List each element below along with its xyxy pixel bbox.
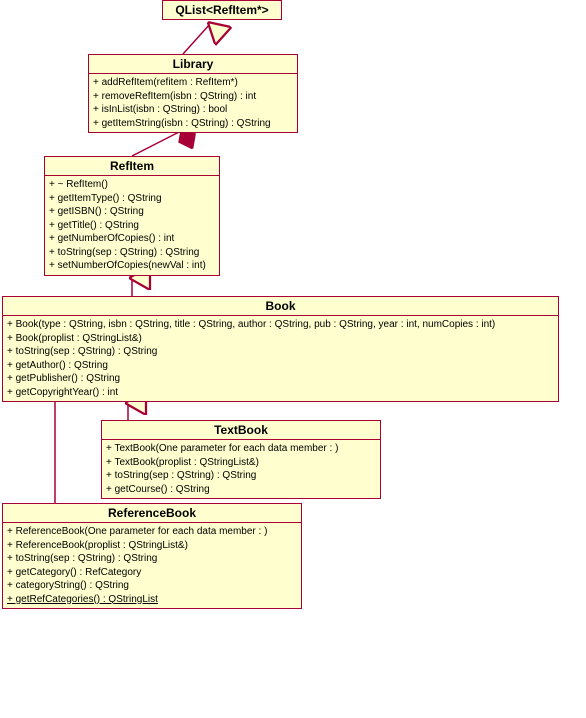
member: + getAuthor() : QString — [7, 359, 554, 373]
member: + ~ RefItem() — [49, 178, 215, 192]
member: + getItemType() : QString — [49, 192, 215, 206]
member: + getItemString(isbn : QString) : QStrin… — [93, 117, 293, 131]
member: + getNumberOfCopies() : int — [49, 232, 215, 246]
member: + TextBook(One parameter for each data m… — [106, 442, 376, 456]
member: + getPublisher() : QString — [7, 372, 554, 386]
class-book-body: + Book(type : QString, isbn : QString, t… — [3, 316, 558, 401]
edge-refitem-library — [132, 130, 183, 156]
member: + isInList(isbn : QString) : bool — [93, 103, 293, 117]
class-textbook-body: + TextBook(One parameter for each data m… — [102, 440, 380, 498]
member: + getISBN() : QString — [49, 205, 215, 219]
member: + Book(type : QString, isbn : QString, t… — [7, 318, 554, 332]
class-book: Book + Book(type : QString, isbn : QStri… — [2, 296, 559, 402]
member: + getTitle() : QString — [49, 219, 215, 233]
class-qlist-title: QList<RefItem*> — [163, 1, 281, 19]
member: + toString(sep : QString) : QString — [7, 552, 297, 566]
class-referencebook: ReferenceBook + ReferenceBook(One parame… — [2, 503, 302, 609]
member: + toString(sep : QString) : QString — [106, 469, 376, 483]
member: + Book(proplist : QStringList&) — [7, 332, 554, 346]
member: + ReferenceBook(proplist : QStringList&) — [7, 539, 297, 553]
member: + ReferenceBook(One parameter for each d… — [7, 525, 297, 539]
member: + addRefItem(refitem : RefItem*) — [93, 76, 293, 90]
member: + toString(sep : QString) : QString — [7, 345, 554, 359]
member: + categoryString() : QString — [7, 579, 297, 593]
member: + setNumberOfCopies(newVal : int) — [49, 259, 215, 273]
member: + getCourse() : QString — [106, 483, 376, 497]
edge-library-qlist — [183, 24, 210, 54]
class-refitem-title: RefItem — [45, 157, 219, 176]
member: + getCopyrightYear() : int — [7, 386, 554, 400]
member: + toString(sep : QString) : QString — [49, 246, 215, 260]
class-library-body: + addRefItem(refitem : RefItem*) + remov… — [89, 74, 297, 132]
class-referencebook-body: + ReferenceBook(One parameter for each d… — [3, 523, 301, 608]
member-static: + getRefCategories() : QStringList — [7, 593, 297, 607]
class-library: Library + addRefItem(refitem : RefItem*)… — [88, 54, 298, 133]
member: + TextBook(proplist : QStringList&) — [106, 456, 376, 470]
class-textbook-title: TextBook — [102, 421, 380, 440]
class-qlist: QList<RefItem*> — [162, 0, 282, 20]
class-referencebook-title: ReferenceBook — [3, 504, 301, 523]
class-textbook: TextBook + TextBook(One parameter for ea… — [101, 420, 381, 499]
class-refitem: RefItem + ~ RefItem() + getItemType() : … — [44, 156, 220, 276]
class-book-title: Book — [3, 297, 558, 316]
member: + getCategory() : RefCategory — [7, 566, 297, 580]
class-refitem-body: + ~ RefItem() + getItemType() : QString … — [45, 176, 219, 275]
class-library-title: Library — [89, 55, 297, 74]
member: + removeRefItem(isbn : QString) : int — [93, 90, 293, 104]
